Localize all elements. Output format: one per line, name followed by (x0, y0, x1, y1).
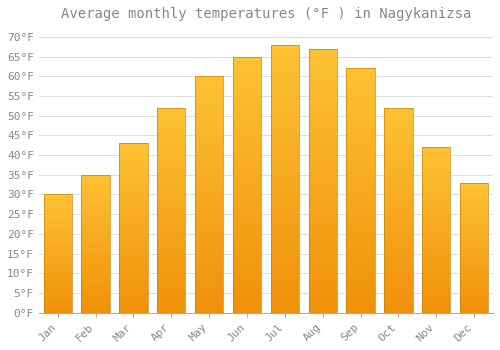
Bar (119, 143, 148, 313)
Bar (157, 108, 186, 313)
Title: Average monthly temperatures (°F ) in Nagykanizsa: Average monthly temperatures (°F ) in Na… (60, 7, 471, 21)
Bar (82, 175, 110, 313)
Bar (346, 69, 375, 313)
Bar (384, 108, 412, 313)
Bar (422, 147, 450, 313)
Bar (233, 57, 261, 313)
Bar (44, 195, 72, 313)
Bar (270, 45, 299, 313)
Bar (195, 76, 224, 313)
Bar (308, 49, 337, 313)
Bar (460, 183, 488, 313)
